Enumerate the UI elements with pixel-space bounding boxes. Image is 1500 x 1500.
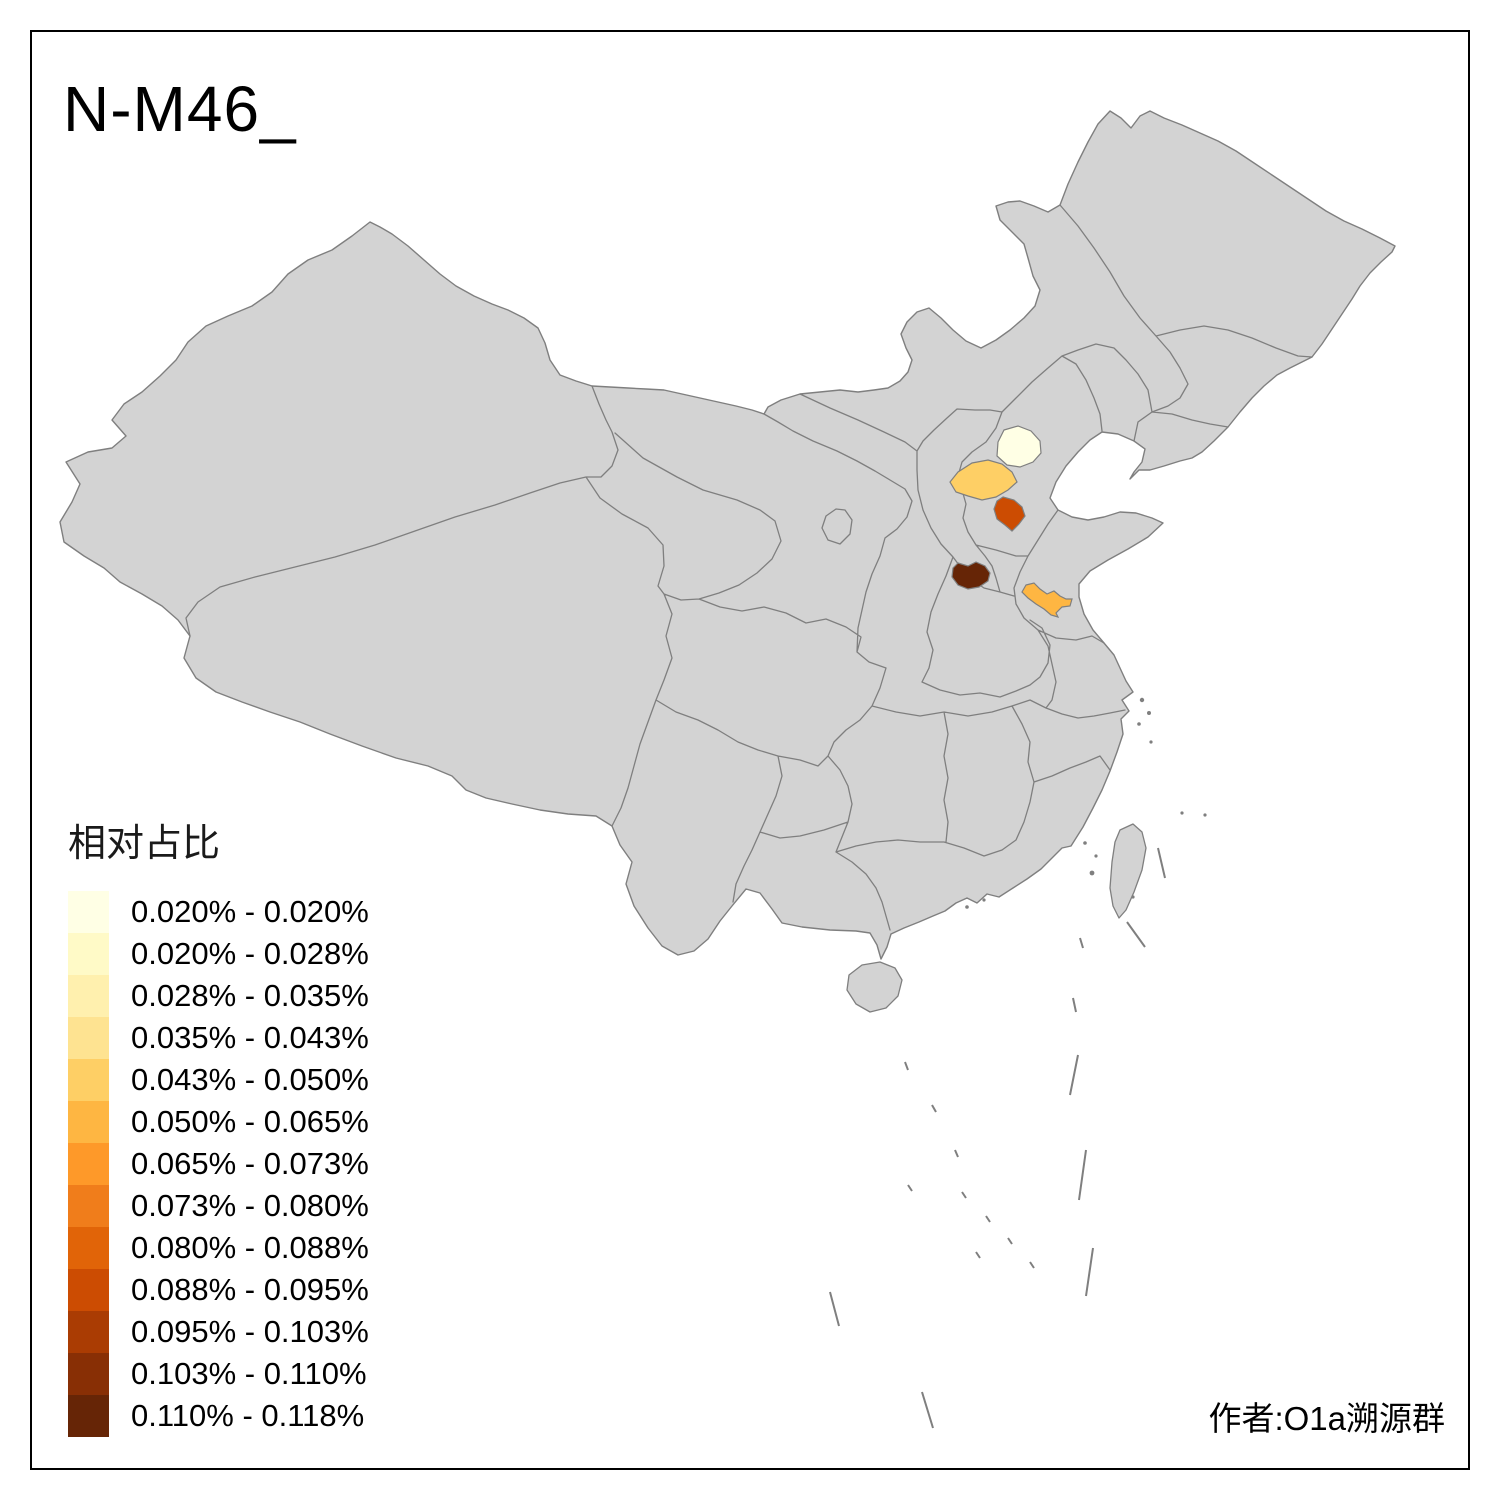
legend-item: 0.080% - 0.088% [68, 1227, 369, 1269]
province-borders [185, 204, 1313, 931]
legend-label: 0.080% - 0.088% [131, 1230, 369, 1265]
legend-label: 0.035% - 0.043% [131, 1020, 369, 1055]
legend-swatch [68, 891, 109, 933]
legend-label: 0.020% - 0.020% [131, 894, 369, 929]
highlight-region-3 [993, 496, 1026, 532]
legend-swatch [68, 1101, 109, 1143]
legend-swatch [68, 1059, 109, 1101]
legend-label: 0.103% - 0.110% [131, 1356, 367, 1391]
legend-label: 0.028% - 0.035% [131, 978, 369, 1013]
legend-label: 0.043% - 0.050% [131, 1062, 369, 1097]
legend-label: 0.073% - 0.080% [131, 1188, 369, 1223]
mainland-shape [59, 110, 1396, 960]
legend-label: 0.110% - 0.118% [131, 1398, 365, 1433]
legend-item: 0.095% - 0.103% [68, 1311, 369, 1353]
legend-swatch [68, 1227, 109, 1269]
legend-label: 0.020% - 0.028% [131, 936, 369, 971]
legend-item: 0.020% - 0.020% [68, 891, 369, 933]
legend: 相对占比 0.020% - 0.020% 0.020% - 0.028% 0.028… [68, 812, 369, 1437]
legend-swatch [68, 975, 109, 1017]
legend-item: 0.020% - 0.028% [68, 933, 369, 975]
legend-swatch [68, 933, 109, 975]
hainan-island [846, 961, 903, 1013]
legend-swatch [68, 1353, 109, 1395]
legend-swatch [68, 1143, 109, 1185]
legend-swatch [68, 1017, 109, 1059]
legend-title: 相对占比 [68, 823, 221, 865]
south-china-sea-islands [829, 847, 1166, 1429]
author-caption: 作者:O1a溯源群 [1208, 1400, 1445, 1437]
taiwan-island [1109, 823, 1147, 919]
legend-item: 0.110% - 0.118% [68, 1395, 369, 1437]
legend-item: 0.035% - 0.043% [68, 1017, 369, 1059]
highlight-region-4 [951, 561, 991, 590]
legend-label: 0.050% - 0.065% [131, 1104, 369, 1139]
legend-swatch [68, 1269, 109, 1311]
figure-title: N-M46_ [63, 73, 297, 145]
legend-swatch [68, 1395, 109, 1437]
legend-item: 0.043% - 0.050% [68, 1059, 369, 1101]
legend-item: 0.088% - 0.095% [68, 1269, 369, 1311]
legend-swatch [68, 1185, 109, 1227]
highlight-region-1 [996, 425, 1042, 468]
legend-swatch [68, 1311, 109, 1353]
legend-item: 0.028% - 0.035% [68, 975, 369, 1017]
coastal-islets [965, 697, 1207, 909]
legend-items: 0.020% - 0.020% 0.020% - 0.028% 0.028% - 0… [68, 891, 369, 1437]
legend-label: 0.095% - 0.103% [131, 1314, 369, 1349]
legend-label: 0.088% - 0.095% [131, 1272, 369, 1307]
legend-label: 0.065% - 0.073% [131, 1146, 369, 1181]
legend-item: 0.065% - 0.073% [68, 1143, 369, 1185]
plot-frame [30, 30, 1470, 1470]
highlight-region-5 [1021, 582, 1073, 618]
legend-item: 0.050% - 0.065% [68, 1101, 369, 1143]
legend-item: 0.103% - 0.110% [68, 1353, 369, 1395]
highlight-region-2 [949, 459, 1018, 501]
highlighted-regions [949, 425, 1073, 618]
legend-item: 0.073% - 0.080% [68, 1185, 369, 1227]
